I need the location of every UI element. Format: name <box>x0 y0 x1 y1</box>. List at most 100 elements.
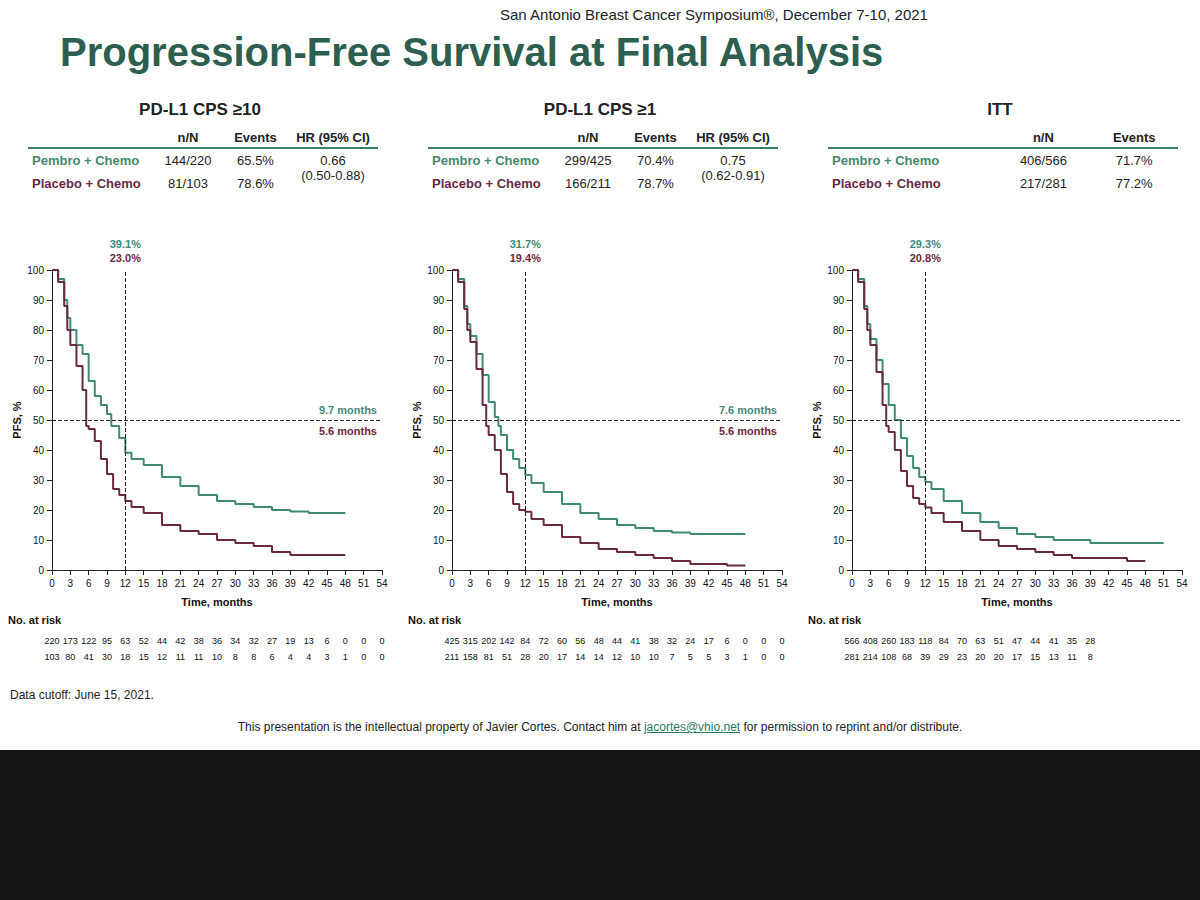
svg-text:60: 60 <box>33 385 45 396</box>
svg-text:183: 183 <box>899 636 914 646</box>
svg-text:42: 42 <box>303 578 315 589</box>
svg-text:8: 8 <box>1088 652 1093 662</box>
svg-text:0: 0 <box>849 578 855 589</box>
svg-text:36: 36 <box>666 578 678 589</box>
svg-text:100: 100 <box>827 265 844 276</box>
svg-text:4: 4 <box>306 652 311 662</box>
svg-text:0: 0 <box>343 636 348 646</box>
svg-text:70: 70 <box>33 355 45 366</box>
svg-text:84: 84 <box>939 636 949 646</box>
svg-text:118: 118 <box>918 636 932 646</box>
svg-text:0: 0 <box>838 565 844 576</box>
svg-text:220: 220 <box>44 636 59 646</box>
svg-text:84: 84 <box>520 636 530 646</box>
svg-text:260: 260 <box>881 636 896 646</box>
svg-text:18: 18 <box>956 578 968 589</box>
svg-text:Time, months: Time, months <box>581 596 652 608</box>
svg-text:20: 20 <box>539 652 549 662</box>
svg-text:44: 44 <box>157 636 167 646</box>
svg-text:60: 60 <box>557 636 567 646</box>
svg-text:142: 142 <box>499 636 514 646</box>
svg-text:42: 42 <box>175 636 185 646</box>
svg-text:30: 30 <box>230 578 242 589</box>
svg-text:0: 0 <box>779 636 784 646</box>
svg-text:47: 47 <box>1012 636 1022 646</box>
svg-text:19: 19 <box>285 636 295 646</box>
svg-text:24: 24 <box>193 578 205 589</box>
svg-text:Time, months: Time, months <box>981 596 1052 608</box>
svg-text:42: 42 <box>703 578 715 589</box>
svg-text:0: 0 <box>361 636 366 646</box>
svg-text:27: 27 <box>611 578 623 589</box>
svg-text:4: 4 <box>288 652 293 662</box>
svg-text:408: 408 <box>863 636 878 646</box>
svg-text:10: 10 <box>33 535 45 546</box>
svg-text:8: 8 <box>251 652 256 662</box>
svg-text:28: 28 <box>520 652 530 662</box>
svg-text:50: 50 <box>833 415 845 426</box>
svg-text:20: 20 <box>994 652 1004 662</box>
svg-text:12: 12 <box>920 578 932 589</box>
svg-text:12: 12 <box>612 652 622 662</box>
svg-text:51: 51 <box>358 578 370 589</box>
svg-text:44: 44 <box>612 636 622 646</box>
svg-text:51: 51 <box>994 636 1004 646</box>
svg-text:15: 15 <box>538 578 550 589</box>
svg-text:20: 20 <box>833 505 845 516</box>
svg-text:21: 21 <box>975 578 987 589</box>
svg-text:27: 27 <box>267 636 277 646</box>
svg-text:0: 0 <box>49 578 55 589</box>
svg-text:15: 15 <box>938 578 950 589</box>
svg-text:0: 0 <box>379 652 384 662</box>
svg-text:29.3%: 29.3% <box>910 238 941 250</box>
svg-text:0: 0 <box>761 636 766 646</box>
svg-text:63: 63 <box>975 636 985 646</box>
svg-text:32: 32 <box>249 636 259 646</box>
svg-text:30: 30 <box>1030 578 1042 589</box>
svg-text:70: 70 <box>833 355 845 366</box>
svg-text:80: 80 <box>33 325 45 336</box>
svg-text:6: 6 <box>886 578 892 589</box>
svg-text:9: 9 <box>904 578 910 589</box>
svg-text:0: 0 <box>38 565 44 576</box>
svg-text:36: 36 <box>266 578 278 589</box>
svg-text:0: 0 <box>379 636 384 646</box>
svg-text:10: 10 <box>833 535 845 546</box>
svg-text:12: 12 <box>120 578 132 589</box>
svg-text:14: 14 <box>575 652 585 662</box>
svg-text:7.6 months: 7.6 months <box>719 404 777 416</box>
svg-text:28: 28 <box>1085 636 1095 646</box>
svg-text:30: 30 <box>433 475 445 486</box>
svg-text:70: 70 <box>433 355 445 366</box>
svg-text:211: 211 <box>445 652 459 662</box>
svg-text:17: 17 <box>557 652 567 662</box>
svg-text:80: 80 <box>65 652 75 662</box>
svg-text:31.7%: 31.7% <box>510 238 541 250</box>
svg-text:15: 15 <box>138 578 150 589</box>
svg-text:24: 24 <box>593 578 605 589</box>
svg-text:24: 24 <box>993 578 1005 589</box>
svg-text:12: 12 <box>520 578 532 589</box>
svg-text:48: 48 <box>340 578 352 589</box>
svg-text:3: 3 <box>868 578 874 589</box>
svg-text:39: 39 <box>285 578 297 589</box>
svg-text:0: 0 <box>779 652 784 662</box>
svg-text:52: 52 <box>139 636 149 646</box>
svg-text:3: 3 <box>68 578 74 589</box>
svg-text:6: 6 <box>269 652 274 662</box>
svg-text:5: 5 <box>688 652 693 662</box>
svg-text:48: 48 <box>740 578 752 589</box>
svg-text:70: 70 <box>957 636 967 646</box>
svg-text:33: 33 <box>1048 578 1060 589</box>
svg-text:30: 30 <box>102 652 112 662</box>
svg-text:10: 10 <box>433 535 445 546</box>
svg-text:90: 90 <box>833 295 845 306</box>
svg-text:80: 80 <box>433 325 445 336</box>
svg-text:80: 80 <box>833 325 845 336</box>
svg-text:39: 39 <box>1085 578 1097 589</box>
svg-text:3: 3 <box>324 652 329 662</box>
svg-text:36: 36 <box>212 636 222 646</box>
svg-text:5: 5 <box>706 652 711 662</box>
svg-text:PFS, %: PFS, % <box>11 401 23 439</box>
svg-text:40: 40 <box>33 445 45 456</box>
